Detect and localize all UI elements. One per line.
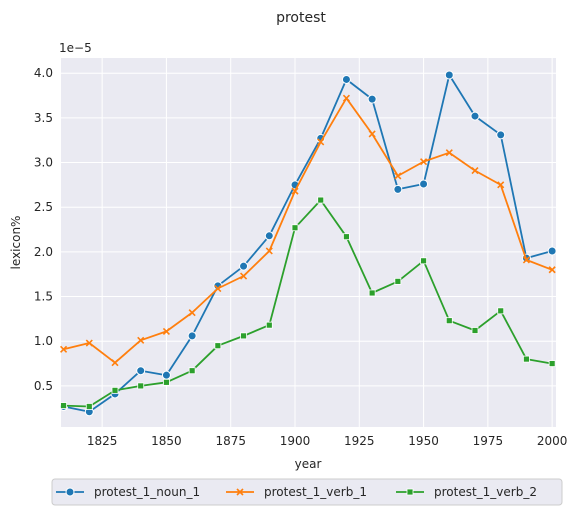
data-point	[394, 277, 402, 285]
data-point	[136, 366, 146, 376]
data-point	[368, 289, 376, 297]
grid	[61, 58, 556, 427]
data-point	[497, 181, 505, 189]
series-protest_1_verb_2	[60, 196, 556, 410]
data-point	[188, 309, 196, 317]
x-tick-label: 1900	[280, 434, 311, 448]
data-point	[470, 111, 480, 121]
y-tick-label: 3.0	[34, 156, 53, 170]
data-point	[214, 284, 222, 293]
legend-label: protest_1_verb_2	[434, 485, 537, 499]
data-point	[497, 307, 505, 315]
y-tick-labels: 0.5 1.0 1.5 2.0 2.5 3.0 3.5 4.0	[34, 66, 53, 393]
data-point	[60, 402, 67, 409]
x-tick-label: 1925	[344, 434, 375, 448]
data-point	[60, 345, 68, 353]
series-line	[63, 199, 553, 408]
legend-label: protest_1_verb_1	[264, 485, 367, 499]
legend-item: protest_1_noun_1	[56, 485, 200, 499]
legend-marker	[236, 488, 244, 496]
data-point	[239, 261, 249, 271]
data-point	[317, 138, 325, 146]
data-point	[291, 187, 299, 195]
data-point	[471, 167, 479, 175]
legend-label: protest_1_noun_1	[94, 485, 200, 499]
y-axis-label: lexicon%	[9, 216, 23, 270]
data-point	[496, 130, 506, 140]
data-point	[522, 256, 530, 264]
data-point	[291, 224, 299, 232]
data-point	[341, 74, 351, 84]
series-protest_1_verb_1	[60, 94, 556, 367]
data-point	[548, 360, 556, 367]
x-tick-label: 1950	[408, 434, 439, 448]
legend-item: protest_1_verb_2	[396, 485, 537, 499]
data-point	[548, 266, 556, 274]
data-point	[163, 378, 170, 386]
data-point	[137, 382, 145, 390]
legend: protest_1_noun_1 protest_1_verb_1 protest_…	[51, 478, 563, 506]
x-tick-label: 1850	[151, 434, 182, 448]
y-tick-label: 2.5	[34, 200, 53, 214]
data-point	[523, 355, 530, 363]
chart-title: protest	[276, 10, 326, 26]
y-tick-label: 1.5	[34, 290, 53, 304]
data-point	[161, 370, 171, 380]
x-tick-label: 1825	[87, 434, 118, 448]
data-point	[547, 246, 557, 256]
data-point	[445, 317, 453, 325]
legend-marker	[406, 488, 414, 496]
y-scale-label: 1e−5	[59, 41, 92, 55]
legend-marker	[65, 487, 75, 497]
data-point	[393, 184, 403, 194]
data-point	[111, 386, 119, 394]
legend-box	[51, 478, 563, 506]
data-point	[240, 272, 248, 280]
y-tick-label: 3.5	[34, 111, 53, 125]
data-point	[394, 172, 402, 180]
data-point	[188, 367, 196, 375]
data-point	[368, 130, 376, 138]
data-point	[240, 332, 247, 340]
plot-area	[61, 58, 556, 427]
data-point	[111, 359, 119, 367]
data-point	[162, 327, 170, 335]
y-tick-label: 0.5	[34, 379, 53, 393]
data-point	[420, 158, 428, 166]
x-axis-label: year	[295, 457, 322, 471]
data-point	[137, 336, 145, 344]
data-point	[444, 70, 454, 80]
series-protest_1_noun_1	[59, 70, 557, 417]
data-point	[264, 231, 274, 241]
data-point	[85, 339, 93, 347]
y-tick-label: 1.0	[34, 334, 53, 348]
data-point	[214, 342, 222, 350]
y-tick-label: 2.0	[34, 245, 53, 259]
data-point	[445, 149, 453, 157]
data-point	[265, 247, 273, 255]
data-point	[419, 179, 429, 189]
data-point	[85, 403, 93, 410]
data-point	[265, 321, 273, 329]
x-tick-labels: 1825 1850 1875 1900 1925 1950 1975 2000	[87, 434, 568, 448]
series-line	[63, 97, 553, 364]
data-point	[343, 233, 350, 241]
series	[59, 70, 557, 417]
data-point	[420, 257, 427, 265]
x-tick-label: 2000	[537, 434, 568, 448]
x-tick-label: 1975	[473, 434, 504, 448]
data-point	[471, 327, 479, 334]
y-tick-label: 4.0	[34, 66, 53, 80]
x-tick-label: 1875	[215, 434, 246, 448]
data-point	[187, 331, 197, 341]
legend-item: protest_1_verb_1	[226, 485, 367, 499]
data-point	[317, 196, 325, 204]
data-point	[342, 94, 350, 102]
data-point	[367, 94, 377, 104]
